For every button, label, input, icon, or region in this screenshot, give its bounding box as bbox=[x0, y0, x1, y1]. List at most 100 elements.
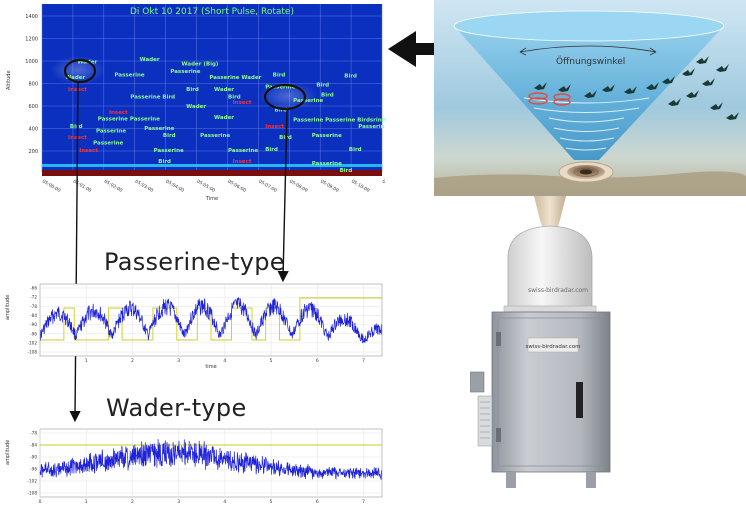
radar-target-label: Passerine bbox=[93, 141, 123, 147]
radar-target-label: Bird bbox=[349, 147, 362, 153]
passerine-y-tick-label: -72 bbox=[30, 295, 37, 300]
radar-y-tick-label: 200 bbox=[28, 149, 38, 155]
radar-target-label: Bird bbox=[186, 87, 199, 93]
radar-target-label: Passerine bbox=[228, 148, 258, 154]
passerine-y-tick-label: -90 bbox=[30, 322, 37, 327]
radar-device-illustration: swiss-birdradar.com swiss-birdradar.com bbox=[469, 196, 670, 506]
radar-y-tick-label: 600 bbox=[28, 104, 38, 110]
wader-signal-title: Wader-type bbox=[106, 394, 247, 422]
passerine-x-tick-label: 2 bbox=[131, 358, 134, 364]
radar-y-tick-label: 1000 bbox=[25, 59, 38, 65]
radar-target-label: Passerine bbox=[96, 129, 126, 135]
radar-y-tick-label: 1200 bbox=[25, 37, 38, 43]
passerine-x-tick-label: 3 bbox=[177, 358, 180, 364]
radar-target-label: Wader (Big) bbox=[182, 61, 219, 67]
passerine-highlight-circle bbox=[263, 83, 307, 111]
radar-beam-illustration: Öffnungswinkel bbox=[434, 0, 746, 196]
passerine-y-tick-label: -84 bbox=[30, 313, 37, 318]
radar-target-label: Insect bbox=[79, 148, 98, 154]
ground bbox=[434, 171, 746, 196]
radar-target-label: Passerine bbox=[358, 124, 385, 130]
ground-clutter-red bbox=[42, 170, 382, 176]
wader-x-tick-label: 6 bbox=[316, 499, 319, 505]
wader-y-tick-label: -108 bbox=[27, 491, 37, 496]
radar-target-label: Wader bbox=[214, 115, 234, 121]
passerine-x-tick-label: 5 bbox=[270, 358, 273, 364]
radar-target-label: Passerine bbox=[312, 133, 342, 139]
radar-target-label: Passerine bbox=[293, 98, 323, 104]
radar-target-label: Bird bbox=[265, 147, 278, 153]
radar-target-label: Passerine Passerine Birdsrine bbox=[293, 118, 385, 124]
wader-y-axis-label: amplitude bbox=[5, 440, 11, 465]
radar-plot: Wader Wader Wader (Big) Passerine Passerine W… bbox=[0, 0, 402, 205]
radar-target-label: Insect bbox=[265, 124, 284, 130]
passerine-x-tick-label: 7 bbox=[362, 358, 365, 364]
radar-target-label: Bird bbox=[273, 72, 286, 78]
passerine-signal-plot: -66 -72 -78 -84 -90 -96 -102 -108 1 2 3 4 5 6 7 ampli… bbox=[0, 280, 385, 370]
radar-target-label: Wader bbox=[65, 75, 85, 81]
radar-target-label: Insect bbox=[233, 100, 252, 106]
wader-signal-plot: -78 -84 -90 -96 -102 -108 0 1 2 3 4 5 6 7 amplitude bbox=[0, 425, 385, 506]
opening-angle-label: Öffnungswinkel bbox=[556, 56, 625, 67]
wader-y-tick-label: -102 bbox=[27, 479, 37, 484]
radar-y-tick-label: 400 bbox=[28, 127, 38, 133]
radar-target-label: Bird bbox=[158, 159, 171, 165]
beam-top-ellipse bbox=[453, 10, 725, 42]
wader-x-tick-label: 7 bbox=[362, 499, 365, 505]
cabinet-label-plate bbox=[527, 337, 579, 353]
bird-flock-icon bbox=[534, 56, 739, 120]
radar-target-label: Passerine bbox=[170, 69, 200, 75]
passerine-x-tick-label: 1 bbox=[85, 358, 88, 364]
passerine-y-tick-label: -102 bbox=[27, 340, 37, 345]
radar-target-label: Wader bbox=[186, 104, 206, 110]
wader-signal-line bbox=[39, 439, 383, 480]
radar-target-label: Bird bbox=[275, 107, 288, 113]
radar-target-label: Passerine bbox=[312, 161, 342, 167]
radar-target-label: Wader bbox=[214, 87, 234, 93]
wader-x-tick-label: 4 bbox=[223, 499, 226, 505]
radome bbox=[507, 225, 593, 309]
radar-target-label: Passerine bbox=[200, 133, 230, 139]
radar-x-axis-label: Time bbox=[205, 196, 218, 202]
radar-target-label: Bird bbox=[321, 93, 334, 99]
wader-x-tick-label: 2 bbox=[131, 499, 134, 505]
radar-target-label: Bird bbox=[70, 124, 83, 130]
passerine-x-tick-label: 6 bbox=[316, 358, 319, 364]
radar-target-label: Bird bbox=[228, 95, 241, 101]
wader-y-tick-label: -96 bbox=[30, 467, 37, 472]
passerine-y-tick-label: -108 bbox=[27, 350, 37, 355]
passerine-y-tick-label: -96 bbox=[30, 331, 37, 336]
radar-target-label: Bird bbox=[340, 168, 353, 174]
radar-target-label: Wader bbox=[140, 57, 160, 63]
side-connector-box bbox=[469, 371, 485, 393]
wader-y-tick-label: -84 bbox=[30, 443, 37, 448]
wader-y-tick-label: -90 bbox=[30, 455, 37, 460]
radar-target-label: Bird bbox=[316, 83, 329, 89]
radar-target-label: Passerine bbox=[154, 148, 184, 154]
wader-y-tick-label: -78 bbox=[30, 431, 37, 436]
passerine-y-tick-label: -78 bbox=[30, 304, 37, 309]
radar-target-label: Bird bbox=[163, 133, 176, 139]
radar-plot-area bbox=[42, 4, 382, 172]
wader-x-tick-label: 0 bbox=[39, 499, 42, 505]
passerine-signal-line bbox=[39, 297, 382, 344]
passerine-x-axis-label: time bbox=[205, 364, 216, 370]
bird-echo-rings bbox=[528, 92, 571, 106]
ground-clutter-band bbox=[42, 164, 382, 167]
cabinet-handle bbox=[576, 382, 583, 418]
wader-highlight-circle bbox=[63, 58, 97, 84]
radar-target-label: Passerine bbox=[144, 126, 174, 132]
passerine-x-tick-label: 4 bbox=[223, 358, 226, 364]
wader-x-tick-label: 5 bbox=[270, 499, 273, 505]
passerine-signal-title: Passerine-type bbox=[104, 248, 285, 276]
cooling-vents bbox=[477, 395, 493, 447]
radar-target-label: Passerine Wader bbox=[209, 75, 261, 81]
antenna-horn-stem bbox=[534, 196, 566, 238]
passerine-y-tick-label: -66 bbox=[30, 286, 37, 291]
radar-plot-svg: Wader Wader Wader (Big) Passerine Passerine W… bbox=[6, 4, 402, 202]
radar-target-label: Bird bbox=[279, 135, 292, 141]
radar-target-label: Passerine bbox=[265, 84, 295, 90]
radar-target-label: Bird bbox=[344, 73, 357, 79]
radar-target-label: Insect bbox=[233, 159, 252, 165]
